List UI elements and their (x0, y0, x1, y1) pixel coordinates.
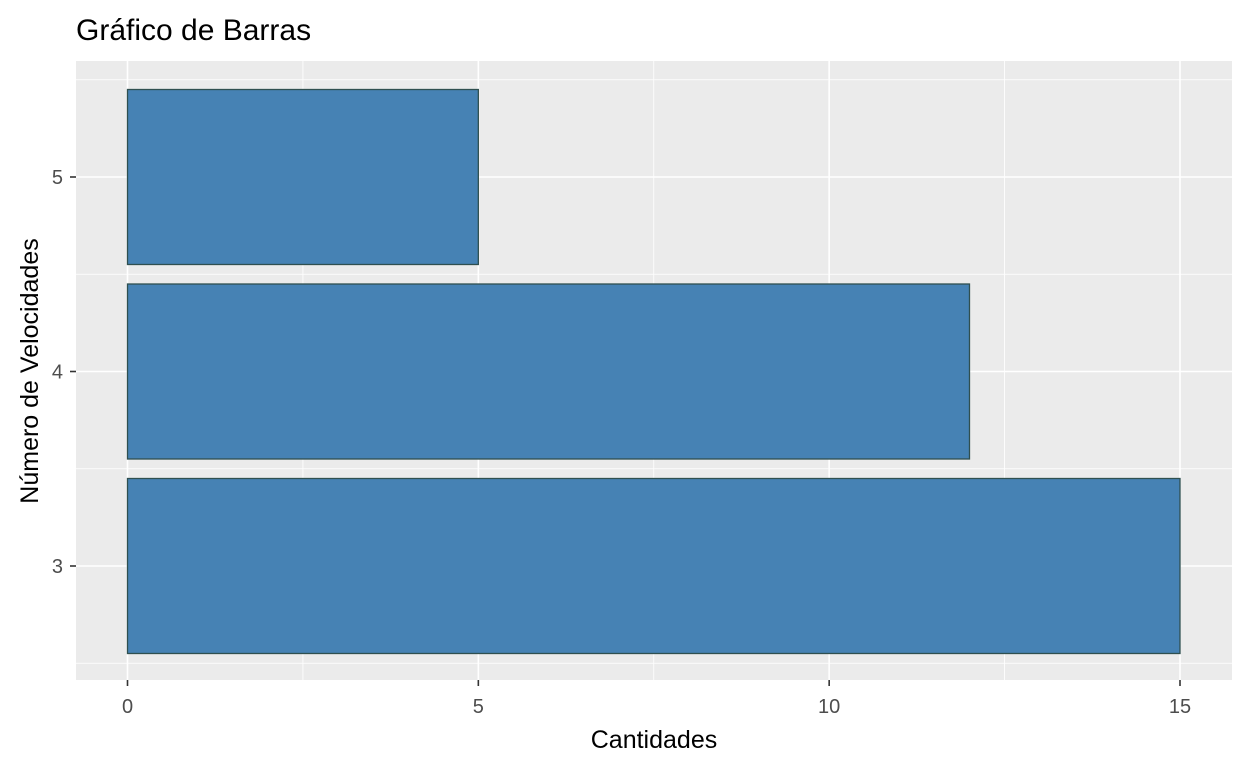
bar-5 (126, 88, 479, 266)
y-tick-label: 4 (52, 362, 63, 384)
x-tick-label: 0 (122, 696, 133, 718)
x-tick-label: 15 (1169, 696, 1191, 718)
x-tick-label: 10 (818, 696, 840, 718)
bar-3 (126, 477, 1181, 655)
y-tick-label: 5 (52, 167, 63, 189)
bars (126, 88, 1181, 655)
y-axis-title: Número de Velocidades (16, 238, 44, 503)
y-tick-label: 3 (52, 556, 63, 578)
y-axis: 3 4 5 (52, 167, 76, 578)
x-axis: 0 5 10 15 (122, 680, 1191, 718)
x-axis-title: Cantidades (591, 726, 717, 754)
chart-title: Gráfico de Barras (76, 14, 311, 47)
bar-4 (126, 283, 971, 460)
x-tick-label: 5 (473, 696, 484, 718)
